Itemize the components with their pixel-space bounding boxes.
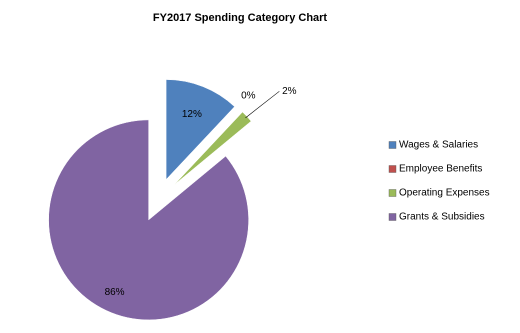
data-label: 12%: [182, 109, 202, 120]
legend-label: Employee Benefits: [399, 164, 482, 175]
pie-slice: [48, 119, 249, 321]
legend-marker: [388, 165, 397, 173]
legend-marker: [388, 141, 397, 149]
pie-slice: [165, 79, 235, 181]
data-label: 0%: [241, 90, 256, 101]
data-label: 2%: [282, 86, 297, 97]
legend-label: Operating Expenses: [399, 188, 490, 199]
legend-label: Grants & Subsidies: [399, 212, 485, 223]
data-label: 86%: [105, 287, 125, 298]
chart-title: FY2017 Spending Category Chart: [153, 12, 328, 24]
legend-label: Wages & Salaries: [399, 140, 478, 151]
leader-line: [245, 91, 280, 119]
legend-marker: [388, 189, 397, 197]
legend-marker: [388, 213, 397, 221]
